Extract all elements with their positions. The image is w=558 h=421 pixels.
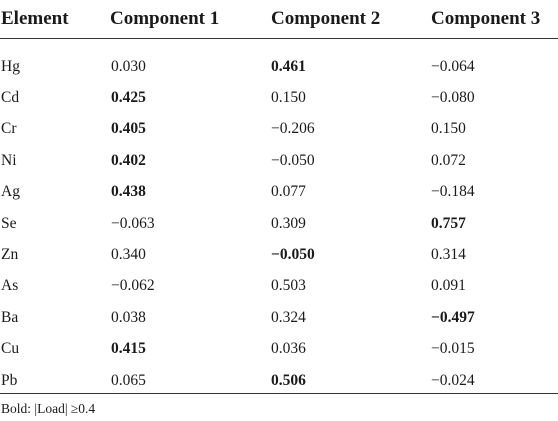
table-row: Hg 0.030 0.461 −0.064 [0,51,558,82]
element-cell: Ba [1,308,19,326]
component-2-cell: 0.503 [271,277,306,295]
component-3-cell: −0.064 [431,57,475,75]
loadings-table-container: Element Component 1 Component 2 Componen… [0,0,558,403]
element-cell: As [1,277,19,295]
table-row: Cu 0.415 0.036 −0.015 [0,334,558,365]
table-row: Se −0.063 0.309 0.757 [0,208,558,239]
header-component-3: Component 3 [430,0,558,39]
component-2-cell: −0.206 [271,120,315,138]
header-component-1: Component 1 [110,0,270,39]
element-cell: Cr [1,120,17,138]
table-row: Ag 0.438 0.077 −0.184 [0,177,558,208]
header-component-2: Component 2 [270,0,430,39]
component-2-cell: 0.309 [271,214,306,232]
component-1-cell: 0.030 [111,57,146,75]
component-1-cell: 0.038 [111,308,146,326]
component-2-cell: 0.506 [271,371,306,389]
component-3-cell: −0.497 [431,308,475,326]
component-1-cell: 0.425 [111,89,146,107]
table-row: Cr 0.405 −0.206 0.150 [0,114,558,145]
table-row: Ba 0.038 0.324 −0.497 [0,302,558,333]
component-2-cell: 0.077 [271,183,306,201]
table-row: Cd 0.425 0.150 −0.080 [0,82,558,113]
component-2-cell: −0.050 [271,246,315,264]
component-3-cell: −0.184 [431,183,475,201]
header-element: Element [0,0,110,39]
table-bottom-rule [0,393,558,394]
component-2-cell: −0.050 [271,151,315,169]
component-3-cell: 0.091 [431,277,466,295]
element-cell: Cd [1,89,20,107]
element-cell: Cu [1,340,20,358]
component-1-cell: 0.340 [111,246,146,264]
component-3-cell: 0.072 [431,151,466,169]
table-row: Ni 0.402 −0.050 0.072 [0,145,558,176]
component-1-cell: 0.405 [111,120,146,138]
table-row: Pb 0.065 0.506 −0.024 [0,365,558,402]
element-cell: Ni [1,151,17,169]
table-body: Hg 0.030 0.461 −0.064 Cd 0.425 0.150 −0.080 Cr 0.… [0,39,558,403]
loadings-table: Element Component 1 Component 2 Componen… [0,0,558,403]
component-1-cell: 0.415 [111,340,146,358]
element-cell: Pb [1,371,18,389]
component-3-cell: −0.024 [431,371,475,389]
component-2-cell: 0.150 [271,89,306,107]
component-1-cell: 0.438 [111,183,146,201]
component-1-cell: 0.402 [111,151,146,169]
table-row: Zn 0.340 −0.050 0.314 [0,239,558,270]
component-2-cell: 0.324 [271,308,306,326]
component-3-cell: 0.757 [431,214,466,232]
element-cell: Se [1,214,17,232]
table-footnote: Bold: |Load| ≥0.4 [1,401,96,416]
table-row: As −0.062 0.503 0.091 [0,271,558,302]
component-1-cell: −0.063 [111,214,155,232]
component-1-cell: 0.065 [111,371,146,389]
element-cell: Zn [1,246,19,264]
component-3-cell: 0.150 [431,120,466,138]
element-cell: Hg [1,57,20,75]
element-cell: Ag [1,183,20,201]
header-row: Element Component 1 Component 2 Componen… [0,0,558,39]
component-2-cell: 0.461 [271,57,306,75]
component-3-cell: −0.080 [431,89,475,107]
component-2-cell: 0.036 [271,340,306,358]
component-3-cell: −0.015 [431,340,475,358]
component-3-cell: 0.314 [431,246,466,264]
component-1-cell: −0.062 [111,277,155,295]
